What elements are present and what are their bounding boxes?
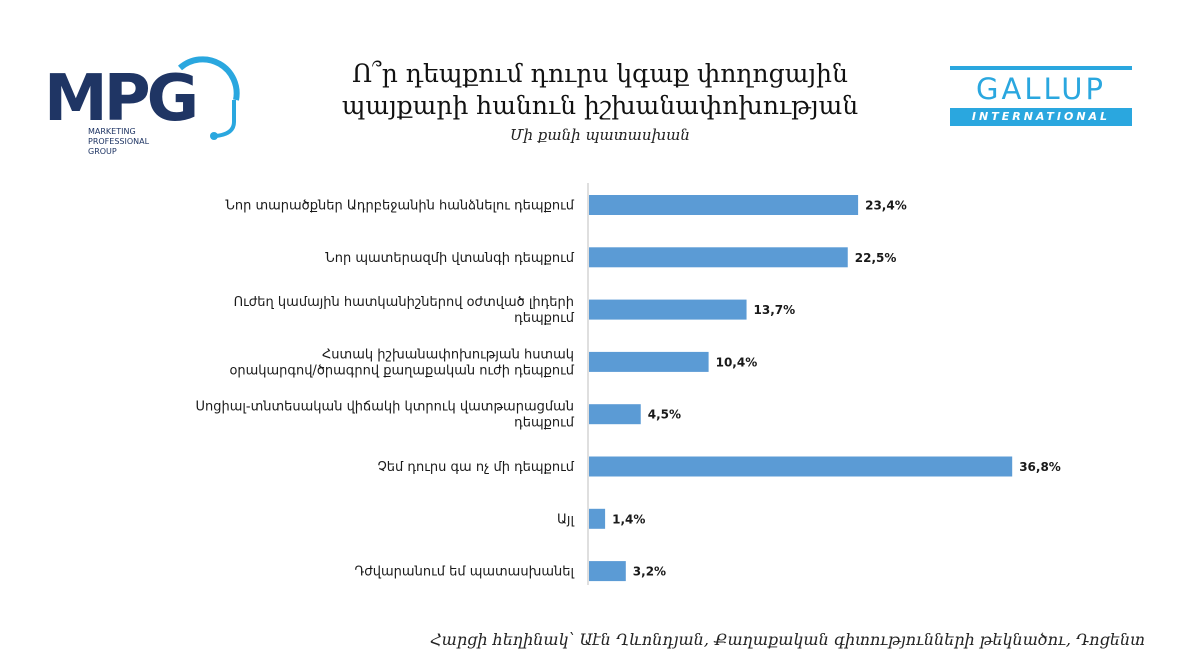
gallup-logo: GALLUP INTERNATIONAL (950, 66, 1135, 132)
bar-5 (589, 456, 1013, 477)
category-label-2-line2: դեպքում (514, 311, 575, 326)
bar-6 (589, 508, 606, 529)
bar-7 (589, 561, 626, 582)
data-label-0: 23,4% (865, 199, 907, 213)
chart-title: Ո՞ր դեպքում դուրս կգաք փողոցային պայքարի… (280, 58, 920, 122)
data-label-1: 22,5% (855, 251, 897, 265)
mpg-logo: MPG MARKETING PROFESSIONAL GROUP (40, 38, 240, 168)
category-label-0: Նոր տարածքներ Ադրբեջանին հանձնելու դեպքո… (225, 199, 574, 214)
category-label-4-line1: Սոցիալ-տնտեսական վիճակի կտրուկ վատթարացմ… (195, 400, 574, 415)
gallup-top-rule (950, 66, 1132, 70)
chart-subtitle: Մի քանի պատասխան (510, 126, 690, 144)
headset-icon (178, 56, 240, 101)
data-label-6: 1,4% (612, 512, 645, 526)
category-label-3-line1: Հստակ իշխանափոխության հստակ (322, 347, 574, 362)
bar-4 (589, 404, 641, 425)
chart-title-line2: պայքարի հանուն իշխանափոխության (341, 91, 859, 120)
footer-author: Հարցի հեղինակ՝ Աէն Ղևոնդյան, Քաղաքական գ… (430, 630, 1145, 649)
mpg-logo-mark: MPG MARKETING PROFESSIONAL GROUP (44, 56, 240, 156)
category-label-6: Այլ (557, 512, 574, 527)
category-label-1: Նոր պատերազմի վտանգի դեպքում (325, 251, 574, 266)
category-label-3-line2: օրակարգով/ծրագրով քաղաքական ուժի դեպքում (229, 363, 574, 378)
bar-chart: 23,4% Նոր տարածքներ Ադրբեջանին հանձնելու … (195, 183, 1061, 585)
chart-title-line1: Ո՞ր դեպքում դուրս կգաք փողոցային (352, 59, 848, 88)
category-label-7: Դժվարանում եմ պատասխանել (354, 565, 574, 580)
mpg-logo-text: MPG (44, 62, 195, 136)
bar-1 (589, 247, 848, 268)
category-label-5: Չեմ դուրս գա ոչ մի դեպքում (377, 460, 574, 475)
data-label-3: 10,4% (716, 355, 758, 369)
data-label-5: 36,8% (1019, 460, 1061, 474)
gallup-logo-band: INTERNATIONAL (950, 108, 1132, 126)
data-label-4: 4,5% (648, 408, 681, 422)
gallup-logo-text: GALLUP (976, 72, 1106, 106)
data-label-2: 13,7% (754, 303, 796, 317)
mpg-logo-sub1: MARKETING (88, 127, 136, 136)
data-label-7: 3,2% (633, 565, 666, 579)
mpg-logo-sub2: PROFESSIONAL (88, 137, 150, 146)
bar-3 (589, 351, 709, 372)
category-label-4-line2: դեպքում (514, 416, 575, 431)
bar-0 (589, 195, 859, 215)
bar-2 (589, 299, 747, 320)
category-label-2-line1: Ուժեղ կամային հատկանիշներով օժտված լիդեր… (234, 295, 574, 310)
mpg-logo-sub3: GROUP (88, 147, 117, 156)
